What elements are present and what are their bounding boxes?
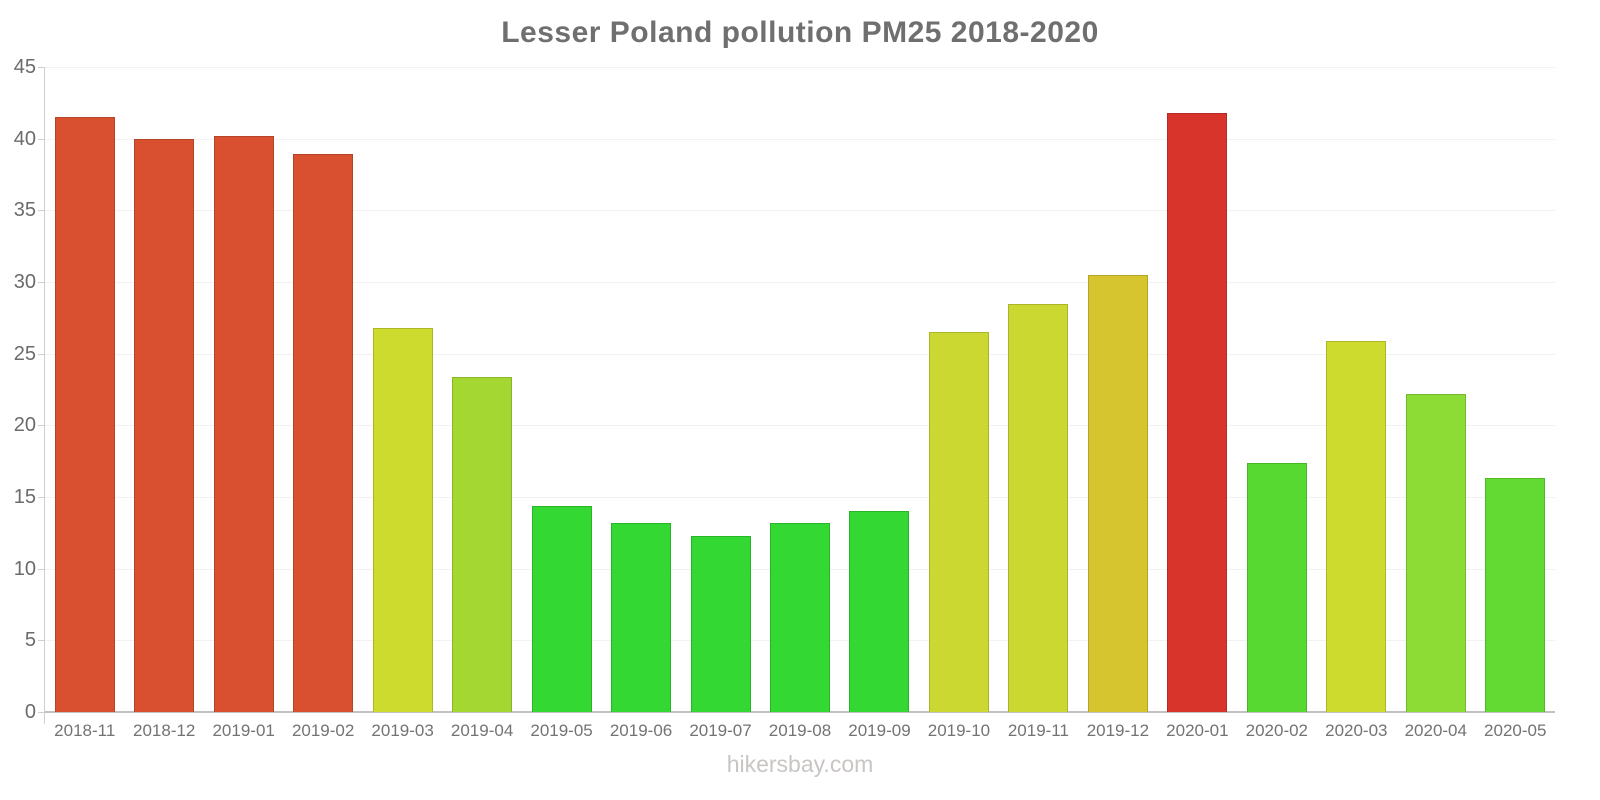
x-axis-label-2019-08: 2019-08	[768, 721, 832, 740]
y-tick-20	[38, 425, 44, 427]
bar-2019-08[interactable]	[769, 522, 830, 712]
bar-slot-2019-10	[919, 67, 998, 712]
y-axis-label-25: 25	[13, 342, 36, 365]
bar-slot-2019-02	[283, 67, 362, 712]
y-axis-label-10: 10	[13, 557, 36, 580]
gridline-y-35	[45, 210, 1555, 212]
y-axis-label-40: 40	[13, 127, 36, 150]
bar-2020-03[interactable]	[1326, 340, 1387, 712]
y-axis-label-45: 45	[13, 56, 36, 78]
x-axis-label-2019-05: 2019-05	[530, 721, 593, 740]
y-axis-label-15: 15	[13, 486, 36, 508]
x-axis-label-2019-06: 2019-06	[609, 721, 673, 740]
bar-slot-2019-07	[681, 67, 760, 712]
bar-slot-2018-12	[124, 67, 203, 712]
bar-2020-04[interactable]	[1405, 393, 1466, 712]
bar-2019-12[interactable]	[1087, 274, 1148, 712]
bar-2019-03[interactable]	[372, 327, 433, 712]
y-axis-label-20: 20	[13, 414, 36, 437]
bar-2019-01[interactable]	[213, 135, 274, 712]
bar-slot-2019-12	[1078, 67, 1157, 712]
gridline-y-25	[45, 353, 1555, 355]
y-axis-line	[44, 67, 45, 724]
bar-slot-2019-11	[999, 67, 1078, 712]
bar-slot-2020-02	[1237, 67, 1316, 712]
chart-title: Lesser Poland pollution PM25 2018-2020	[501, 16, 1099, 49]
bar-2019-06[interactable]	[611, 522, 672, 712]
y-axis-label-30: 30	[13, 271, 36, 293]
bar-2019-10[interactable]	[928, 332, 989, 712]
x-axis-label-2019-04: 2019-04	[450, 721, 514, 740]
bar-2020-01[interactable]	[1167, 112, 1228, 712]
gridline-y-20	[45, 425, 1555, 427]
bar-slot-2018-11	[45, 67, 124, 712]
gridline-y-45	[45, 67, 1555, 68]
bar-slot-2020-03	[1317, 67, 1396, 712]
x-axis-label-2020-05: 2020-05	[1484, 721, 1547, 740]
bar-slot-2019-03	[363, 67, 442, 712]
x-axis-label-2020-03: 2020-03	[1325, 721, 1388, 740]
plot-area	[38, 67, 1555, 724]
x-axis-label-2019-02: 2019-02	[291, 721, 355, 740]
x-axis-label-2018-12: 2018-12	[133, 721, 196, 740]
bar-slot-2019-04	[442, 67, 521, 712]
bar-2020-05[interactable]	[1485, 478, 1546, 712]
gridline-y-40	[45, 138, 1555, 140]
x-axis-label-2019-07: 2019-07	[689, 721, 752, 740]
bar-2019-09[interactable]	[849, 511, 910, 712]
y-tick-5	[38, 640, 44, 642]
y-tick-40	[38, 138, 44, 140]
bar-2020-02[interactable]	[1246, 462, 1307, 712]
bar-slot-2019-05	[522, 67, 601, 712]
bar-2019-07[interactable]	[690, 535, 751, 712]
x-axis-label-2019-01: 2019-01	[212, 721, 275, 740]
x-axis-label-2020-02: 2020-02	[1245, 721, 1309, 740]
x-axis-line	[45, 711, 1555, 713]
y-tick-0	[38, 712, 44, 713]
bar-2019-05[interactable]	[531, 505, 592, 712]
bar-slot-2020-05	[1476, 67, 1555, 712]
y-tick-25	[38, 353, 44, 355]
bar-2019-04[interactable]	[452, 376, 513, 712]
bar-2019-02[interactable]	[293, 154, 354, 712]
x-axis-label-2019-09: 2019-09	[848, 721, 911, 740]
x-axis-label-2019-11: 2019-11	[1007, 721, 1069, 740]
y-axis-label-5: 5	[24, 629, 36, 652]
footer-watermark: hikersbay.com	[726, 751, 874, 777]
x-axis-label-2018-11: 2018-11	[54, 721, 116, 740]
gridline-y-30	[45, 282, 1555, 283]
x-axis-label-2019-12: 2019-12	[1086, 721, 1150, 740]
x-axis-label-2020-01: 2020-01	[1166, 721, 1229, 740]
y-tick-30	[38, 282, 44, 283]
bar-2018-12[interactable]	[134, 138, 195, 712]
bar-slot-2019-06	[601, 67, 680, 712]
y-axis-label-35: 35	[13, 199, 36, 222]
y-tick-15	[38, 497, 44, 498]
bar-slot-2019-09	[840, 67, 919, 712]
bar-2019-11[interactable]	[1008, 303, 1069, 712]
bar-slot-2019-01	[204, 67, 283, 712]
bar-slot-2020-01	[1158, 67, 1237, 712]
gridline-y-15	[45, 497, 1555, 498]
bar-slot-2019-08	[760, 67, 839, 712]
y-tick-45	[38, 67, 44, 68]
x-axis-label-2019-10: 2019-10	[927, 721, 991, 740]
bar-slot-2020-04	[1396, 67, 1475, 712]
y-tick-35	[38, 210, 44, 212]
x-axis-label-2020-04: 2020-04	[1404, 721, 1467, 740]
bar-2018-11[interactable]	[54, 117, 115, 712]
x-axis-label-2019-03: 2019-03	[371, 721, 434, 740]
y-axis-label-0: 0	[24, 701, 36, 723]
y-tick-10	[38, 568, 44, 570]
